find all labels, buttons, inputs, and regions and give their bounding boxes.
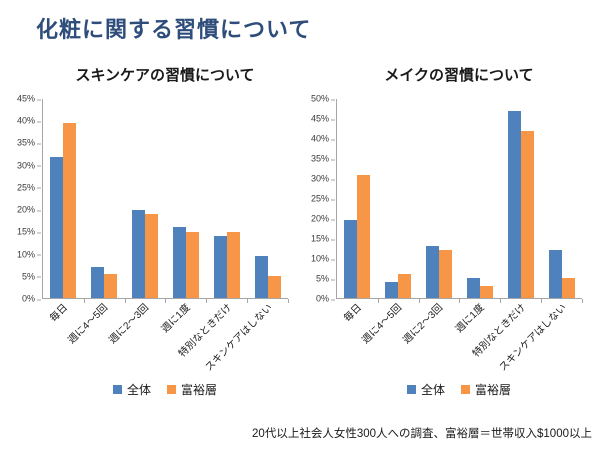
- y-axis-label: 10%: [16, 249, 42, 260]
- bar-wealthy: [561, 278, 575, 298]
- legend: 全体 富裕層: [8, 381, 288, 398]
- bar-overall: [507, 110, 521, 298]
- legend-label: 全体: [126, 383, 151, 397]
- x-axis-label: 週に4～5回: [360, 302, 405, 347]
- footnote: 20代以上社会人女性300人への調査、富裕層＝世帯収入$1000以上: [252, 428, 592, 440]
- legend-label: 富裕層: [181, 383, 218, 397]
- y-axis-label: 50%: [310, 93, 336, 104]
- plot-area: [42, 99, 289, 303]
- plot-area: [336, 99, 583, 303]
- bar-wealthy: [226, 231, 240, 298]
- legend-item-wealthy: 富裕層: [461, 381, 511, 398]
- bar-overall: [254, 256, 268, 298]
- y-axis: 45% 40% 35% 30% 25% 20% 15% 10% 5% 0%: [8, 94, 42, 303]
- bar-overall: [344, 220, 358, 298]
- bar-group: [247, 99, 289, 303]
- bar-overall: [548, 250, 562, 298]
- bar-wealthy: [357, 174, 371, 298]
- bar-group: [500, 99, 542, 303]
- legend-swatch-icon: [406, 385, 416, 394]
- y-axis-label: 15%: [310, 233, 336, 244]
- bar-overall: [385, 282, 399, 298]
- bar-wealthy: [267, 275, 281, 298]
- chart-title: メイクの習慣について: [384, 67, 534, 84]
- x-axis-label: 週に1度: [453, 302, 487, 336]
- bar-group: [84, 99, 126, 303]
- bar-overall: [50, 156, 64, 298]
- bar-group: [459, 99, 502, 303]
- bar-group: [125, 99, 167, 303]
- bar-group: [541, 99, 583, 303]
- y-axis-label: 0%: [21, 293, 42, 304]
- x-axis-label: 週に4～5回: [66, 302, 111, 347]
- bar-wealthy: [398, 274, 412, 298]
- bar-wealthy: [145, 213, 159, 298]
- bar-wealthy: [104, 273, 118, 298]
- bar-wealthy: [439, 250, 453, 298]
- y-axis-label: 40%: [310, 133, 336, 144]
- bar-overall: [466, 278, 480, 298]
- chart-skincare: スキンケアの習慣について 45% 40% 35% 30% 25% 20% 15% 10% 5% 0…: [8, 62, 289, 398]
- x-axis-labels: 毎日 週に4～5回 週に2～3回 週に1度 特別なときだけ スキンケアはしない: [42, 299, 288, 373]
- bar-overall: [172, 227, 186, 298]
- x-axis-label: 週に2～3回: [401, 302, 446, 347]
- y-axis-label: 30%: [16, 160, 42, 171]
- x-axis-label: 週に1度: [159, 302, 193, 336]
- legend-swatch-icon: [167, 385, 176, 394]
- x-axis-label: 毎日: [47, 302, 70, 325]
- y-axis-label: 45%: [310, 113, 336, 124]
- bar-group: [206, 99, 248, 303]
- x-axis-label: 毎日: [341, 302, 364, 325]
- y-axis-label: 5%: [315, 273, 336, 284]
- y-axis-label: 0%: [315, 293, 336, 304]
- legend-item-wealthy: 富裕層: [167, 381, 217, 398]
- y-axis-label: 5%: [21, 271, 42, 282]
- y-axis-label: 20%: [310, 213, 336, 224]
- y-axis-label: 30%: [310, 173, 336, 184]
- chart-makeup: メイクの習慣について 50% 45% 40% 35% 30% 25% 20% 15% 10% 5%…: [302, 62, 583, 398]
- bar-wealthy: [63, 123, 77, 298]
- bar-group: [419, 99, 461, 303]
- charts-row: スキンケアの習慣について 45% 40% 35% 30% 25% 20% 15% 10% 5% 0…: [8, 62, 583, 398]
- y-axis: 50% 45% 40% 35% 30% 25% 20% 15% 10% 5% 0%: [302, 94, 336, 303]
- y-axis-label: 35%: [16, 137, 42, 148]
- bar-wealthy: [520, 130, 534, 298]
- bar-overall: [213, 236, 227, 298]
- y-axis-label: 20%: [16, 204, 42, 215]
- y-axis-label: 45%: [16, 93, 42, 104]
- bar-group: [378, 99, 420, 303]
- bar-group: [337, 99, 379, 303]
- y-axis-label: 35%: [310, 153, 336, 164]
- legend-label: 富裕層: [475, 383, 512, 397]
- x-axis-labels: 毎日 週に4～5回 週に2～3回 週に1度 特別なときだけ スキンケアはしない: [336, 299, 582, 373]
- bar-overall: [91, 267, 105, 298]
- bar-overall: [132, 209, 146, 298]
- legend: 全体 富裕層: [302, 381, 582, 398]
- bar-group: [43, 99, 85, 303]
- legend-swatch-icon: [112, 385, 122, 394]
- y-axis-label: 25%: [310, 193, 336, 204]
- y-axis-label: 15%: [16, 226, 42, 237]
- legend-item-overall: 全体: [112, 381, 151, 398]
- plot-wrap: 50% 45% 40% 35% 30% 25% 20% 15% 10% 5% 0%: [302, 94, 583, 303]
- plot-wrap: 45% 40% 35% 30% 25% 20% 15% 10% 5% 0%: [8, 94, 289, 303]
- x-axis-label: 週に2～3回: [107, 302, 152, 347]
- bar-wealthy: [479, 286, 493, 298]
- bar-wealthy: [185, 231, 199, 298]
- page-title: 化粧に関する習慣について: [36, 17, 312, 42]
- legend-swatch-icon: [461, 385, 470, 394]
- legend-item-overall: 全体: [406, 381, 445, 398]
- chart-title: スキンケアの習慣について: [75, 67, 255, 84]
- y-axis-label: 10%: [310, 253, 336, 264]
- y-axis-label: 25%: [16, 182, 42, 193]
- y-axis-label: 40%: [16, 115, 42, 126]
- legend-label: 全体: [420, 383, 445, 397]
- bar-overall: [426, 246, 440, 298]
- bar-group: [165, 99, 208, 303]
